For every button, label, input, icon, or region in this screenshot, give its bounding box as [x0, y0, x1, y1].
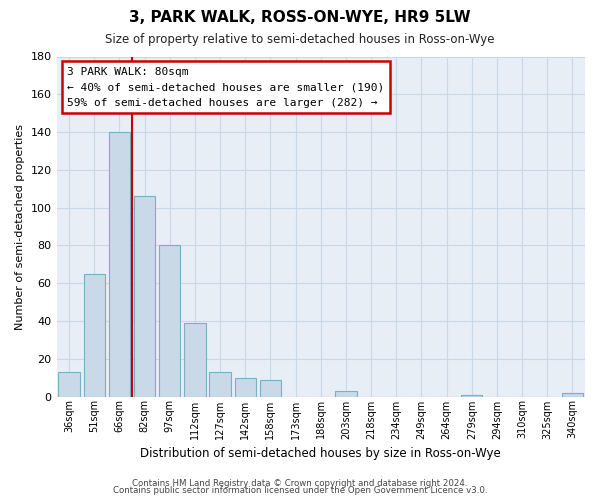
Bar — [335, 391, 356, 396]
Bar — [260, 380, 281, 396]
Bar — [159, 246, 181, 396]
Text: Size of property relative to semi-detached houses in Ross-on-Wye: Size of property relative to semi-detach… — [105, 32, 495, 46]
Text: Contains HM Land Registry data © Crown copyright and database right 2024.: Contains HM Land Registry data © Crown c… — [132, 478, 468, 488]
Bar — [461, 394, 482, 396]
Bar — [235, 378, 256, 396]
Text: 3 PARK WALK: 80sqm
← 40% of semi-detached houses are smaller (190)
59% of semi-d: 3 PARK WALK: 80sqm ← 40% of semi-detache… — [67, 66, 385, 108]
Text: 3, PARK WALK, ROSS-ON-WYE, HR9 5LW: 3, PARK WALK, ROSS-ON-WYE, HR9 5LW — [129, 10, 471, 25]
Bar — [83, 274, 105, 396]
Bar — [58, 372, 80, 396]
Bar — [184, 323, 206, 396]
Y-axis label: Number of semi-detached properties: Number of semi-detached properties — [15, 124, 25, 330]
Text: Contains public sector information licensed under the Open Government Licence v3: Contains public sector information licen… — [113, 486, 487, 495]
Bar — [109, 132, 130, 396]
X-axis label: Distribution of semi-detached houses by size in Ross-on-Wye: Distribution of semi-detached houses by … — [140, 447, 501, 460]
Bar — [134, 196, 155, 396]
Bar — [562, 392, 583, 396]
Bar — [209, 372, 231, 396]
